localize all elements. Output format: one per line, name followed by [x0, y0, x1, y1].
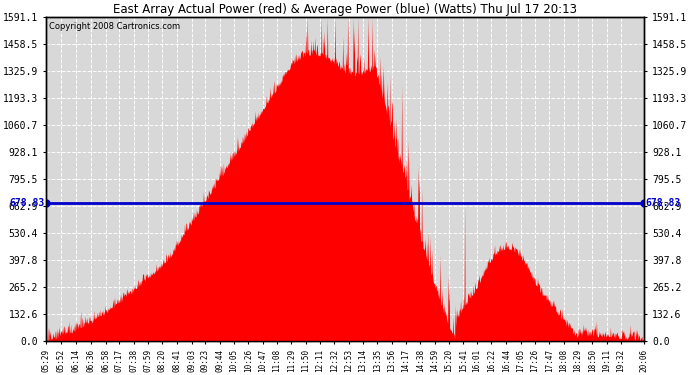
Text: 678.83: 678.83	[10, 198, 45, 208]
Text: Copyright 2008 Cartronics.com: Copyright 2008 Cartronics.com	[49, 22, 180, 31]
Text: 678.83: 678.83	[646, 198, 681, 208]
Title: East Array Actual Power (red) & Average Power (blue) (Watts) Thu Jul 17 20:13: East Array Actual Power (red) & Average …	[113, 3, 577, 16]
